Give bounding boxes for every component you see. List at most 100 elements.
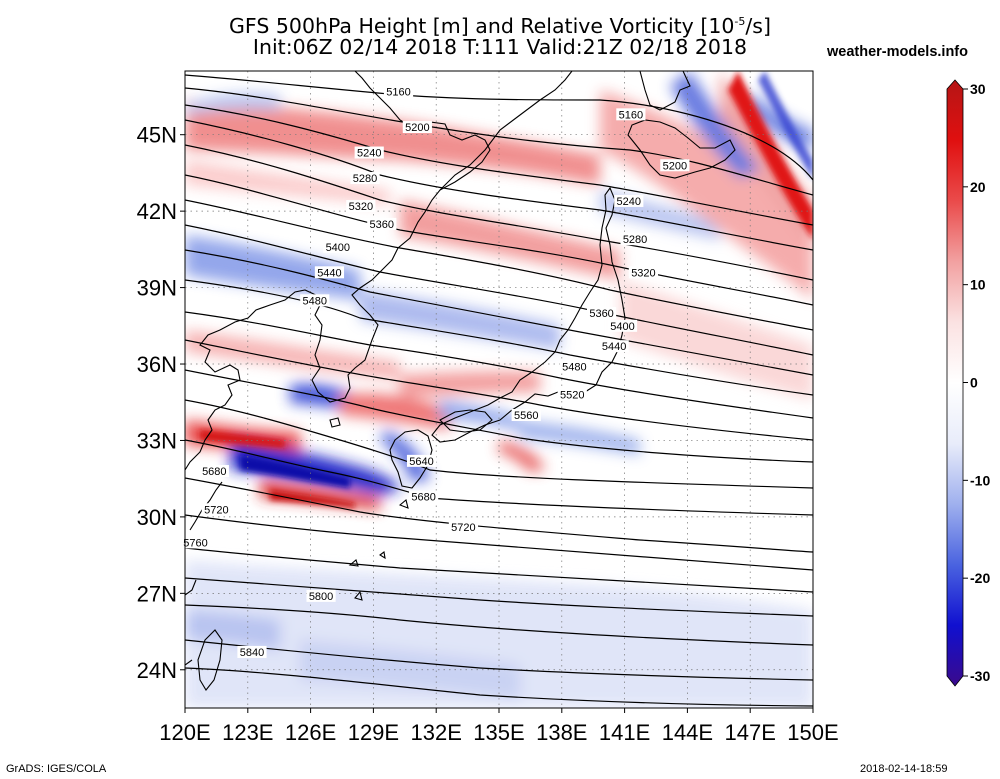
contour-label: 5440 [314, 266, 345, 279]
contour-label-text: 5480 [562, 362, 586, 374]
contour-label-bg [323, 240, 353, 253]
contour-label-text: 5800 [309, 591, 333, 603]
contour-label-bg [201, 503, 231, 516]
contour-label: 5560 [511, 408, 541, 422]
map-gridlines [185, 71, 813, 708]
contour-label-text: 5160 [386, 86, 410, 98]
lat-tick-label: 42N [137, 199, 177, 224]
contour-label: 5360 [586, 307, 617, 320]
lat-tick-label: 24N [137, 658, 177, 683]
contour-label-bg [660, 159, 690, 172]
contour-label: 5720 [448, 521, 479, 534]
contour-label-bg [559, 360, 589, 373]
colorbar: 30 20 10 0 -10 -20 -30 [946, 79, 990, 687]
contour-label: 5400 [607, 319, 638, 333]
contour-label: 5240 [614, 194, 644, 208]
contour-label-bg [199, 465, 229, 478]
grads-credit: GrADS: IGES/COLA [6, 763, 107, 775]
contour-label: 5280 [350, 172, 380, 185]
contour-label-bg [557, 388, 587, 401]
height-contours [185, 74, 813, 707]
contour-label: 5680 [199, 465, 229, 478]
chart-title: GFS 500hPa Height [m] and Relative Vorti… [229, 14, 771, 38]
contour-label-bg [406, 454, 437, 467]
contour-label: 5240 [354, 146, 384, 160]
contour-label-bg [346, 200, 376, 213]
contour-label: 5360 [367, 217, 397, 231]
colorbar-label: 20 [970, 179, 986, 195]
contour-label: 5440 [599, 340, 629, 353]
contour-label: 5200 [402, 121, 432, 134]
contour-label-text: 5280 [353, 173, 377, 185]
contour-label-text: 5840 [240, 647, 264, 659]
contour-label-text: 5360 [589, 308, 613, 320]
contour-label-text: 5360 [370, 219, 394, 231]
contour-label-text: 5400 [326, 242, 350, 254]
contour-label: 5800 [306, 589, 336, 603]
contour-label-bg [350, 172, 380, 185]
lon-tick-label: 129E [348, 720, 399, 745]
contour-label: 5200 [660, 159, 690, 172]
contour-label-text: 5480 [303, 295, 327, 307]
contour-label-bg [383, 85, 414, 98]
contour-label-bg [409, 490, 439, 503]
lat-tick-label: 30N [137, 505, 177, 530]
axis-ticks: 120E 123E 126E 129E 132E 135E 138E 141E 144E 147E… [137, 123, 839, 745]
contour-label: 5160 [616, 108, 646, 121]
contour-label: 5640 [406, 454, 437, 468]
contour-label-bg [599, 340, 629, 353]
chart-subtitle: Init:06Z 02/14 2018 T:111 Valid:21Z 02/1… [252, 35, 748, 59]
contour-label-bg [300, 294, 330, 307]
contour-label-text: 5560 [514, 410, 538, 422]
contour-label-text: 5200 [663, 160, 687, 172]
contour-label: 5320 [628, 266, 659, 279]
contour-label: 5760 [180, 536, 211, 549]
contour-label-text: 5320 [349, 201, 373, 213]
contour-label-text: 5240 [617, 196, 641, 208]
colorbar-label: 30 [970, 81, 986, 97]
contour-label-text: 5320 [631, 267, 655, 279]
contour-label: 5280 [620, 233, 650, 246]
contour-label-text: 5520 [560, 390, 584, 402]
lat-tick-label: 39N [137, 276, 177, 301]
contour-label-bg [628, 266, 659, 279]
contour-label-bg [616, 108, 646, 121]
contour-label: 5160 [383, 85, 414, 98]
contour-label: 5720 [201, 503, 231, 516]
lon-tick-label: 147E [725, 720, 776, 745]
contour-label: 5480 [559, 360, 589, 374]
lat-tick-label: 45N [137, 123, 177, 148]
lon-tick-label: 144E [662, 720, 713, 745]
contour-label: 5320 [346, 200, 376, 213]
timestamp: 2018-02-14-18:59 [860, 763, 948, 775]
lon-tick-label: 123E [222, 720, 273, 745]
contour-label-text: 5440 [317, 267, 341, 279]
contour-label-bg [367, 217, 397, 230]
colorbar-label: -10 [970, 472, 990, 488]
contour-label-bg [180, 536, 211, 549]
lon-tick-label: 120E [159, 720, 210, 745]
contour-label-bg [402, 121, 432, 134]
contour-label-bg [354, 146, 384, 159]
contour-label-bg [306, 589, 336, 602]
colorbar-label: -20 [970, 570, 990, 586]
contour-label-text: 5640 [409, 456, 433, 468]
colorbar-label: -30 [970, 668, 990, 684]
lon-tick-label: 138E [536, 720, 587, 745]
contour-label-text: 5400 [610, 321, 634, 333]
contour-label-text: 5720 [451, 522, 475, 534]
lat-tick-label: 36N [137, 352, 177, 377]
contour-label-text: 5680 [202, 466, 226, 478]
site-label: weather-models.info [827, 44, 968, 60]
lon-tick-label: 141E [599, 720, 650, 745]
lon-tick-label: 150E [787, 720, 838, 745]
contour-label-text: 5280 [623, 234, 647, 246]
vorticity-field [185, 71, 813, 708]
coastlines [185, 71, 736, 691]
lat-tick-label: 33N [137, 428, 177, 453]
colorbar-ticks: 30 20 10 0 -10 -20 -30 [963, 81, 990, 684]
contour-label-text: 5440 [602, 341, 626, 353]
contour-label-bg [448, 521, 479, 534]
contour-label-text: 5680 [411, 492, 435, 504]
contour-label-bg [314, 266, 345, 279]
